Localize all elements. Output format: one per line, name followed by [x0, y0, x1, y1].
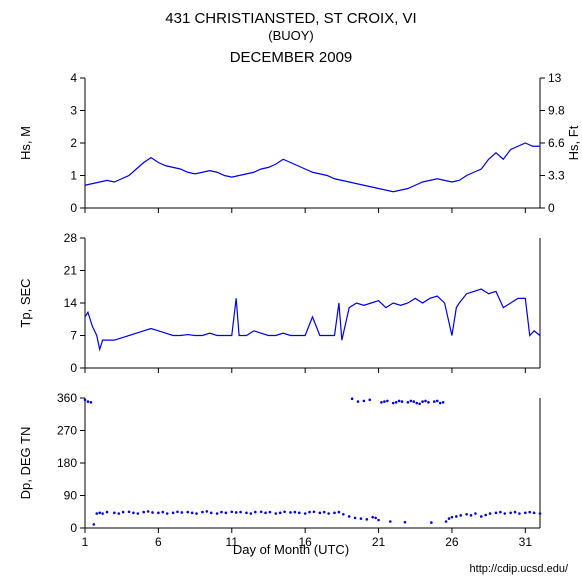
svg-text:3: 3 [70, 104, 77, 118]
svg-text:90: 90 [64, 489, 78, 503]
svg-text:0: 0 [70, 521, 77, 535]
svg-text:21: 21 [64, 264, 78, 278]
svg-text:3.3: 3.3 [548, 169, 565, 183]
svg-text:2: 2 [70, 136, 77, 150]
svg-text:9.8: 9.8 [548, 104, 565, 118]
source-url: http://cdip.ucsd.edu/ [470, 563, 568, 575]
title-block: 431 CHRISTIANSTED, ST CROIX, VI (BUOY) D… [0, 10, 582, 66]
svg-text:0: 0 [70, 201, 77, 215]
x-axis-label: Day of Month (UTC) [0, 542, 582, 557]
svg-text:4: 4 [70, 71, 77, 85]
svg-text:0: 0 [548, 201, 555, 215]
svg-text:0: 0 [70, 361, 77, 375]
plot-svg: 0 1 2 3 4 0 3.3 6.6 9.8 13 Hs, Ft Hs, M 0 7 14 21 28 Tp, … [0, 0, 582, 581]
buoy-subtitle: (BUOY) [0, 28, 582, 43]
chart-container: 431 CHRISTIANSTED, ST CROIX, VI (BUOY) D… [0, 0, 582, 581]
svg-text:6.6: 6.6 [548, 136, 565, 150]
svg-text:180: 180 [57, 456, 77, 470]
svg-text:13: 13 [548, 71, 562, 85]
svg-text:360: 360 [57, 391, 77, 405]
svg-text:Hs, Ft: Hs, Ft [566, 125, 581, 160]
svg-text:Tp, SEC: Tp, SEC [18, 278, 33, 327]
svg-text:1: 1 [70, 169, 77, 183]
svg-text:Hs, M: Hs, M [18, 126, 33, 160]
svg-text:14: 14 [64, 296, 78, 310]
svg-text:Dp, DEG TN: Dp, DEG TN [18, 427, 33, 500]
svg-text:7: 7 [70, 329, 77, 343]
svg-text:28: 28 [64, 231, 78, 245]
svg-text:270: 270 [57, 424, 77, 438]
month-title: DECEMBER 2009 [0, 49, 582, 66]
station-title: 431 CHRISTIANSTED, ST CROIX, VI [0, 10, 582, 28]
